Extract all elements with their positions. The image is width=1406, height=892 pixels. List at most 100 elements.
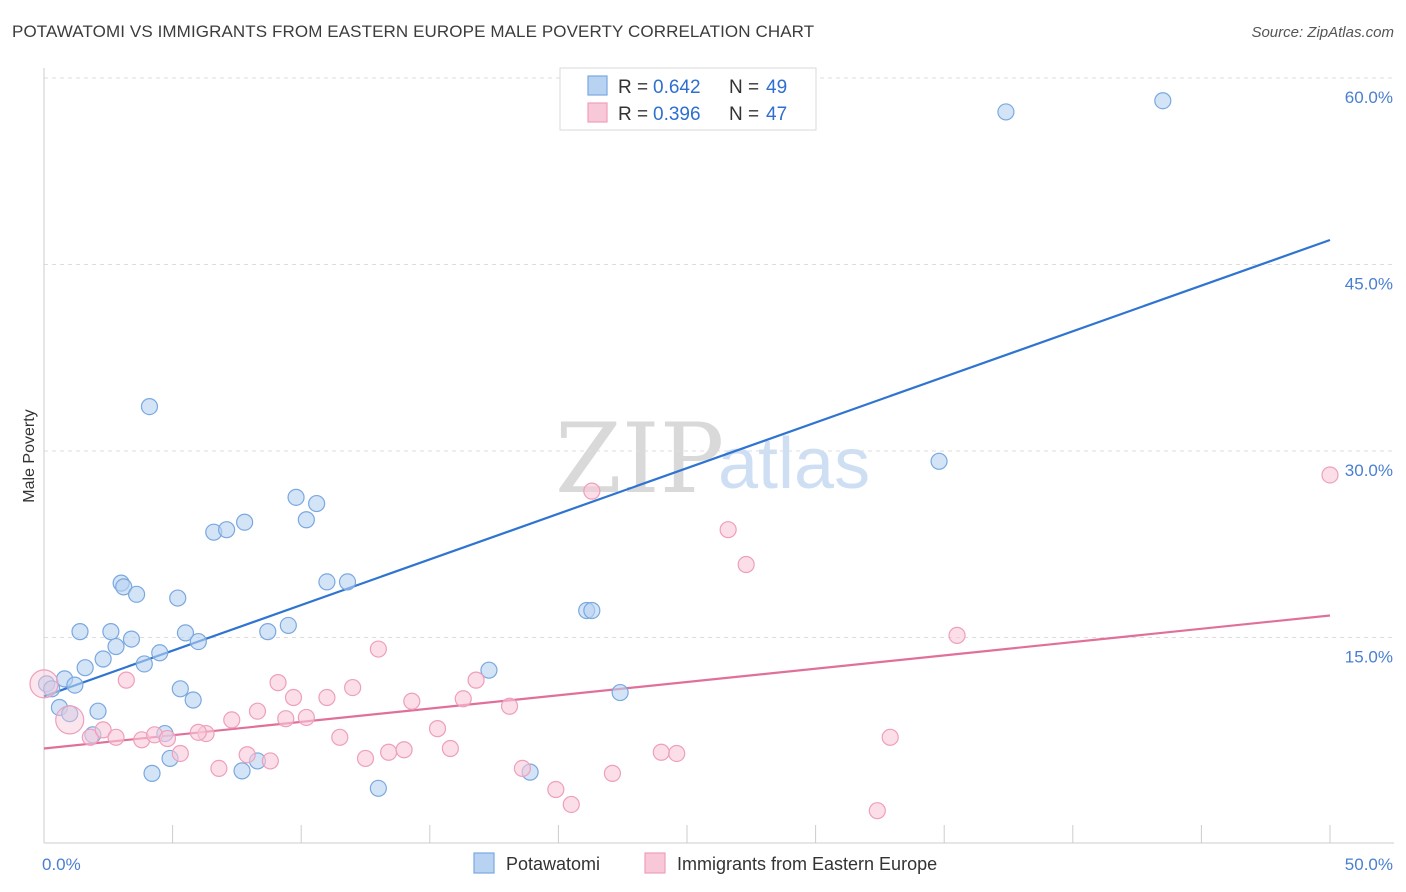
potawatomi-point: [279, 616, 297, 635]
potawatomi-point: [297, 511, 315, 529]
immigrants-trend-line: [43, 614, 1331, 750]
immigrants-point: [1321, 466, 1339, 484]
x-tick-label: 50.0%: [1345, 855, 1393, 874]
immigrants-point: [454, 690, 472, 708]
potawatomi-point: [189, 632, 207, 651]
potawatomi-point: [236, 513, 254, 531]
immigrants-point: [668, 744, 686, 763]
potawatomi-point: [76, 659, 94, 677]
potawatomi-point: [338, 573, 357, 591]
potawatomi-point: [127, 585, 146, 603]
immigrants-point: [868, 802, 886, 820]
potawatomi-point: [369, 779, 387, 797]
potawatomi-point: [233, 762, 251, 780]
immigrants-point: [107, 728, 125, 746]
immigrants-point: [29, 669, 59, 699]
immigrants-point: [395, 741, 413, 759]
y-tick-label: 30.0%: [1345, 461, 1393, 480]
potawatomi-point: [135, 655, 153, 673]
immigrants-point: [603, 764, 622, 782]
potawatomi-point: [176, 624, 195, 642]
watermark-zip: ZIP: [555, 403, 724, 515]
potawatomi-point: [66, 676, 84, 694]
potawatomi-point: [184, 691, 202, 709]
potawatomi-point: [480, 661, 498, 679]
potawatomi-point: [308, 494, 326, 513]
potawatomi-point: [94, 650, 112, 668]
immigrants-point: [284, 688, 303, 707]
legend-n-label: N =: [729, 77, 759, 98]
series-legend: Potawatomi Immigrants from Eastern Europ…: [473, 852, 937, 874]
immigrants-point: [948, 626, 966, 644]
potawatomi-point: [259, 623, 277, 641]
tick-labels: 15.0% 30.0% 45.0% 60.0% 0.0% 50.0%: [42, 88, 1393, 874]
chart-source: Source: ZipAtlas.com: [1251, 24, 1394, 41]
immigrants-point: [171, 744, 189, 763]
immigrants-point: [261, 752, 279, 770]
legend-n-value: 47: [766, 104, 787, 125]
watermark-atlas: atlas: [718, 424, 870, 504]
potawatomi-point: [107, 637, 125, 656]
potawatomi-point: [151, 644, 169, 662]
legend-swatch-potawatomi: [587, 75, 608, 96]
potawatomi-point: [115, 578, 133, 596]
immigrants-point: [513, 759, 531, 778]
potawatomi-point: [318, 573, 336, 591]
legend-r-value: 0.396: [653, 104, 701, 125]
immigrants-point: [297, 708, 315, 727]
potawatomi-point: [287, 488, 305, 506]
immigrants-point: [652, 743, 670, 761]
y-tick-label: 15.0%: [1345, 648, 1393, 667]
potawatomi-point: [930, 452, 948, 470]
immigrants-point: [117, 671, 135, 689]
potawatomi-point: [43, 680, 61, 698]
immigrants-point: [238, 746, 256, 764]
series-legend-swatch-immigrants: [644, 852, 666, 874]
immigrants-point: [210, 759, 228, 778]
gridlines: [44, 77, 1394, 638]
immigrants-point: [583, 482, 601, 500]
immigrants-point: [158, 729, 177, 748]
axes: [43, 68, 1394, 844]
legend-r-label: R =: [618, 77, 648, 98]
immigrants-point: [380, 743, 398, 761]
series-legend-label-immigrants: Immigrants from Eastern Europe: [677, 854, 937, 874]
immigrants-point: [881, 728, 899, 746]
potawatomi-point: [997, 103, 1015, 121]
immigrants-point: [428, 720, 447, 738]
immigrants-point: [318, 688, 336, 707]
potawatomi-point: [611, 683, 629, 702]
immigrants-point: [248, 702, 267, 720]
immigrants-point: [500, 697, 519, 715]
immigrants-point: [441, 739, 459, 758]
trend-lines: [43, 238, 1331, 750]
legend-swatch-immigrants: [587, 102, 608, 123]
immigrants-point: [331, 728, 349, 746]
immigrants-point: [223, 711, 241, 729]
immigrants-point: [719, 521, 737, 539]
y-tick-label: 60.0%: [1345, 88, 1393, 107]
y-tick-label: 45.0%: [1345, 275, 1393, 294]
potawatomi-point: [140, 397, 159, 416]
y-axis-title: Male Poverty: [21, 409, 38, 502]
immigrants-point: [344, 678, 362, 697]
potawatomi-point: [102, 623, 120, 641]
chart-title: POTAWATOMI VS IMMIGRANTS FROM EASTERN EU…: [12, 22, 815, 41]
legend-n-label: N =: [729, 104, 759, 125]
immigrants-point: [269, 674, 287, 692]
potawatomi-point: [71, 623, 89, 641]
immigrants-point: [277, 710, 295, 728]
immigrants-point: [55, 705, 85, 735]
correlation-legend: R = 0.642 N = 49 R = 0.396 N = 47: [559, 67, 817, 131]
potawatomi-trend-line: [43, 238, 1331, 698]
x-tick-label: 0.0%: [42, 855, 81, 874]
series-legend-swatch-potawatomi: [473, 852, 495, 874]
data-points: [29, 92, 1339, 820]
legend-r-label: R =: [618, 104, 648, 125]
legend-n-value: 49: [766, 77, 787, 98]
immigrants-point: [189, 723, 207, 741]
immigrants-point: [94, 721, 112, 739]
potawatomi-point: [218, 521, 236, 539]
potawatomi-point: [1154, 92, 1172, 110]
